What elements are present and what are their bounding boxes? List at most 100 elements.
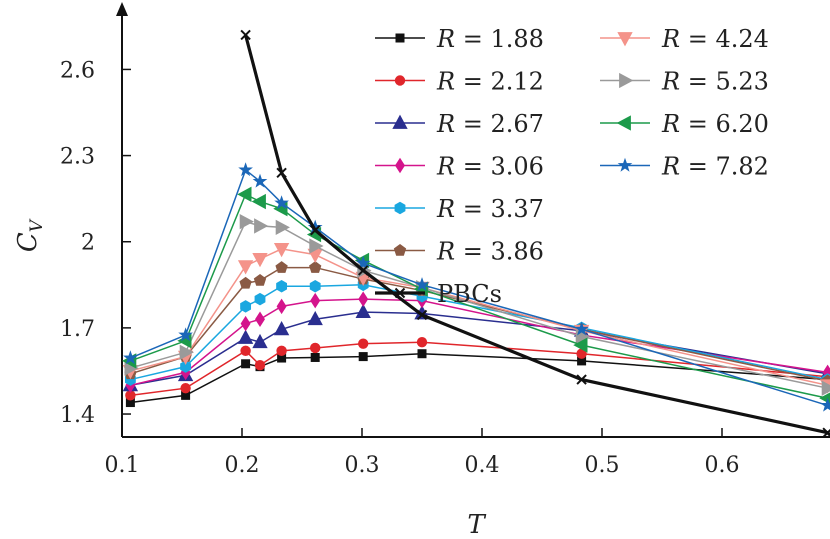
legend-label: R = 6.20 (661, 110, 769, 138)
legend-marker (395, 157, 405, 174)
data-point (416, 337, 428, 348)
series-line (130, 168, 828, 407)
data-point (240, 315, 251, 332)
x-tick-label: 0.5 (585, 453, 620, 478)
data-point (239, 213, 254, 230)
legend-label: R = 3.37 (436, 195, 544, 223)
data-point (254, 292, 266, 306)
data-point (240, 29, 251, 41)
y-tick-label: 1.7 (60, 317, 95, 342)
data-point (822, 427, 830, 438)
data-point (180, 360, 192, 373)
data-point (275, 219, 290, 236)
x-tick-label: 0.2 (225, 453, 260, 478)
data-point (275, 261, 288, 273)
series-line (130, 248, 828, 387)
data-point (309, 261, 322, 273)
data-point (179, 344, 194, 360)
legend-label: R = 4.24 (661, 25, 769, 53)
legend-marker (393, 244, 407, 256)
data-point (254, 360, 266, 371)
data-point (276, 279, 288, 293)
data-point (414, 277, 430, 292)
legend-label: R = 3.86 (436, 238, 544, 266)
legend-label: R = 5.23 (661, 68, 769, 96)
legend-marker (395, 33, 405, 43)
data-point (180, 382, 191, 394)
y-axis-label: CV (13, 218, 47, 252)
data-point (252, 333, 268, 349)
legend-entry: R = 3.86 (375, 238, 544, 266)
data-point (820, 397, 830, 412)
data-point (123, 350, 138, 365)
data-point (241, 359, 251, 369)
data-point (237, 186, 252, 203)
data-point (309, 238, 324, 254)
legend-entry: R = 1.88 (375, 25, 544, 53)
data-point (181, 390, 191, 400)
x-tick-label: 0.3 (345, 453, 380, 478)
legend-marker (617, 157, 633, 172)
legend-entry: R = 3.06 (375, 153, 544, 181)
data-point (240, 300, 252, 313)
data-point (307, 310, 323, 326)
series-line (130, 311, 828, 387)
data-point (576, 374, 587, 385)
data-point (251, 193, 266, 210)
data-point (576, 348, 587, 359)
y-tick-label: 2.6 (60, 58, 95, 83)
legend-entry: R = 2.12 (375, 68, 544, 96)
data-point (357, 265, 369, 276)
x-tick-label: 0.4 (465, 453, 500, 478)
y-tick-label: 2 (81, 231, 95, 256)
data-point (417, 349, 427, 359)
legend-entry: R = 4.24 (600, 25, 769, 53)
data-point (240, 345, 251, 357)
series-4-24 (122, 243, 830, 394)
data-point (253, 274, 267, 286)
data-point (573, 337, 588, 353)
data-point (358, 291, 369, 307)
data-point (255, 311, 265, 328)
data-point (125, 398, 135, 408)
data-point (416, 309, 428, 321)
x-tick-label: 0.1 (105, 453, 140, 478)
legend-marker (394, 201, 406, 215)
y-tick-label: 1.4 (60, 403, 95, 428)
data-point (254, 218, 269, 234)
series-2-67 (122, 303, 830, 392)
data-point (355, 303, 371, 318)
data-point (178, 327, 193, 342)
series-line (130, 352, 828, 404)
data-point (276, 345, 287, 357)
y-axis-arrow (116, 2, 128, 16)
legend-entry: R = 7.82 (600, 153, 769, 181)
axes: 0.1 0.2 0.3 0.4 0.5 0.6 1.4 1.7 2 2.3 2.6 (60, 2, 830, 478)
data-point (273, 320, 290, 336)
legend-entry: R = 3.37 (375, 195, 544, 223)
legend-label: PBCs (437, 280, 502, 308)
data-point (239, 276, 252, 289)
legend-label: R = 2.67 (436, 110, 544, 138)
x-tick-label: 0.6 (705, 453, 740, 478)
data-point (355, 255, 371, 270)
legend-marker (394, 75, 406, 86)
y-tick-label: 2.3 (60, 145, 95, 170)
series-line (130, 220, 828, 389)
legend-label: R = 2.12 (436, 68, 544, 96)
x-axis-label: T (467, 510, 486, 539)
data-point (310, 342, 321, 354)
data-point (276, 167, 287, 179)
data-point (276, 298, 287, 315)
data-point (274, 195, 289, 210)
legend-marker (617, 32, 633, 47)
data-point (237, 260, 254, 275)
legend-entry: R = 2.67 (375, 110, 544, 138)
legend: R = 1.88 R = 2.12 R = 2.67 R = 3.06 R = 3.37… (375, 25, 769, 308)
legend-entry: R = 6.20 (600, 110, 769, 138)
legend-marker (619, 72, 634, 89)
legend-marker (616, 115, 631, 131)
data-point (309, 279, 321, 293)
data-point (310, 292, 321, 309)
